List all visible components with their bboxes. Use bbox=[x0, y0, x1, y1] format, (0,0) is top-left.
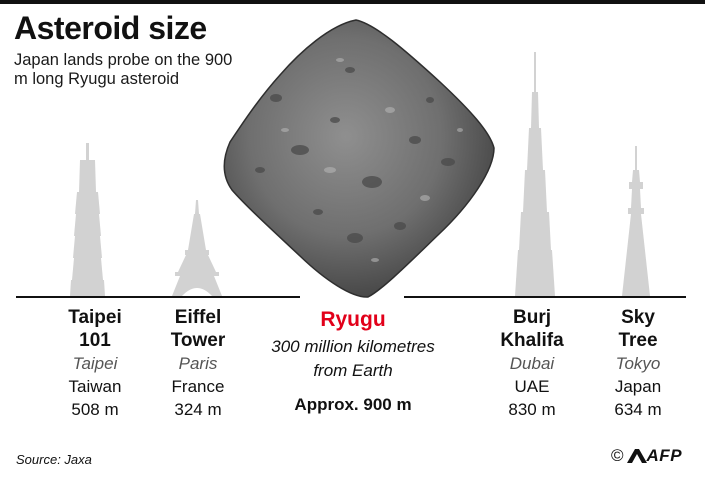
structure-name-line2: Khalifa bbox=[500, 330, 564, 351]
copyright-symbol: © bbox=[611, 446, 624, 465]
structure-name-line1: Taipei bbox=[68, 307, 122, 328]
structure-city: Paris bbox=[178, 354, 218, 373]
structure-name-line1: Burj bbox=[513, 307, 551, 328]
structure-name-line2: Tower bbox=[170, 330, 226, 351]
tokyo-skytree-silhouette bbox=[622, 146, 650, 296]
structure-city: Dubai bbox=[509, 354, 555, 373]
structure-country: Taiwan bbox=[68, 377, 122, 396]
structure-name-line1: Eiffel bbox=[174, 307, 222, 328]
ryugu-distance-line2: from Earth bbox=[313, 361, 393, 380]
top-rule bbox=[0, 0, 705, 4]
structure-name-line1: Sky bbox=[621, 307, 655, 328]
burj-khalifa-silhouette bbox=[515, 52, 555, 296]
structure-country: Japan bbox=[614, 377, 662, 396]
ryugu-asteroid-image bbox=[223, 19, 495, 298]
structure-sky-tree: Sky Tree Tokyo Japan 634 m bbox=[583, 306, 693, 422]
structure-height: 830 m bbox=[508, 400, 556, 419]
structure-name-line2: Tree bbox=[618, 330, 658, 351]
structure-city: Tokyo bbox=[615, 354, 661, 373]
structure-height: 634 m bbox=[614, 400, 662, 419]
afp-credit: © AFP bbox=[611, 445, 682, 467]
ryugu-distance-line1: 300 million kilometres bbox=[271, 337, 435, 356]
chart-subtitle: Japan lands probe on the 900 m long Ryug… bbox=[14, 51, 233, 88]
afp-logo-icon bbox=[626, 449, 647, 463]
structure-country: UAE bbox=[514, 377, 550, 396]
ryugu-size: Approx. 900 m bbox=[294, 395, 412, 414]
structure-name-line2: 101 bbox=[79, 330, 111, 351]
structure-city: Taipei bbox=[72, 354, 118, 373]
source-note: Source: Jaxa bbox=[16, 452, 92, 467]
structure-height: 508 m bbox=[71, 400, 119, 419]
structure-height: 324 m bbox=[174, 400, 222, 419]
taipei-101-silhouette bbox=[70, 143, 105, 296]
ryugu-distance: 300 million kilometres from Earth bbox=[248, 335, 458, 383]
chart-title: Asteroid size bbox=[14, 10, 207, 46]
eiffel-tower-silhouette bbox=[172, 200, 222, 296]
structure-burj-khalifa: Burj Khalifa Dubai UAE 830 m bbox=[477, 306, 587, 422]
structure-country: France bbox=[171, 377, 225, 396]
afp-logo-text: AFP bbox=[646, 446, 683, 465]
structure-taipei-101: Taipei 101 Taipei Taiwan 508 m bbox=[40, 306, 150, 422]
structure-eiffel-tower: Eiffel Tower Paris France 324 m bbox=[143, 306, 253, 422]
ryugu-name: Ryugu bbox=[320, 308, 386, 331]
ryugu-info: Ryugu 300 million kilometres from Earth … bbox=[248, 308, 458, 417]
